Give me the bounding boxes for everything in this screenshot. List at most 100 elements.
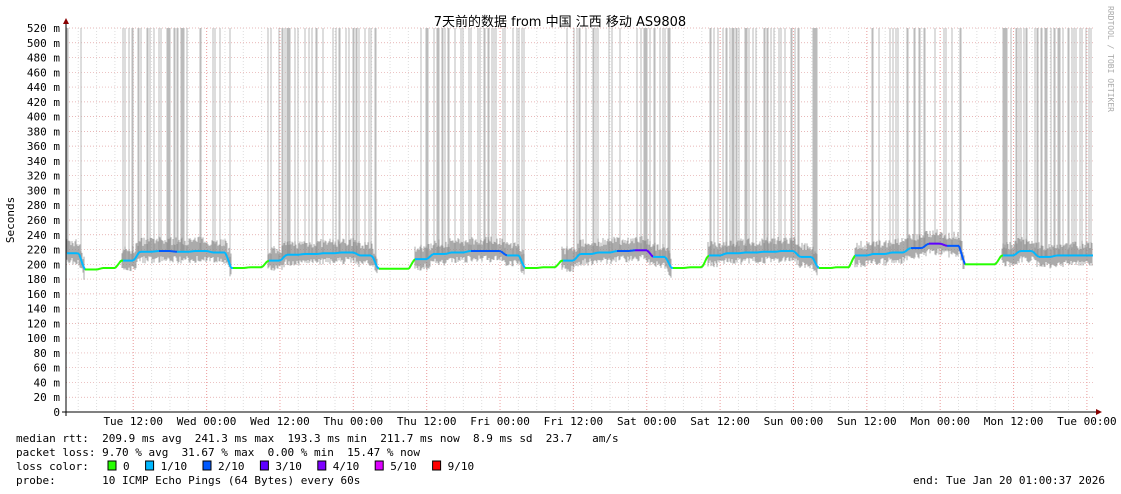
median-segment <box>592 252 596 255</box>
median-segment <box>446 252 450 255</box>
y-tick-label: 360 m <box>27 140 60 153</box>
median-segment <box>260 265 264 269</box>
legend-loss-color-label: loss color: <box>16 460 89 473</box>
median-segment <box>706 254 710 259</box>
median-segment <box>852 254 856 260</box>
median-segment <box>886 252 890 255</box>
median-segment <box>850 258 854 264</box>
x-tick-label: Wed 12:00 <box>250 415 310 428</box>
y-tick-label: 100 m <box>27 332 60 345</box>
median-line <box>67 242 1093 271</box>
median-segment <box>944 244 948 247</box>
median-segment <box>924 243 928 247</box>
x-tick-label: Sat 00:00 <box>617 415 677 428</box>
median-segment <box>650 254 654 258</box>
median-segment <box>958 245 962 253</box>
median-segment <box>796 253 800 257</box>
median-segment <box>572 258 576 262</box>
median-segment <box>648 251 652 256</box>
loss-color-item: 5/10 <box>374 460 417 473</box>
y-axis-arrow-icon <box>63 18 69 24</box>
y-tick-label: 160 m <box>27 288 60 301</box>
y-tick-label: 500 m <box>27 37 60 50</box>
y-tick-label: 480 m <box>27 52 60 65</box>
loss-color-swatch <box>107 460 117 471</box>
median-segment <box>554 264 558 269</box>
loss-color-item: 4/10 <box>317 460 360 473</box>
median-segment <box>356 253 360 257</box>
median-segment <box>1014 252 1018 256</box>
loss-color-swatch <box>317 460 327 471</box>
loss-color-item: 0 <box>107 460 130 473</box>
median-segment <box>666 259 670 265</box>
median-segment <box>370 254 374 258</box>
y-tick-label: 260 m <box>27 214 60 227</box>
median-segment <box>466 250 470 253</box>
x-tick-label: Tue 00:00 <box>1057 415 1117 428</box>
loss-color-label: 0 <box>123 460 130 473</box>
median-segment <box>448 251 452 255</box>
median-segment <box>926 242 930 246</box>
loss-color-label: 3/10 <box>275 460 302 473</box>
x-tick-label: Mon 12:00 <box>984 415 1044 428</box>
median-segment <box>1036 254 1040 258</box>
x-tick-label: Thu 00:00 <box>324 415 384 428</box>
y-axis-label: Seconds <box>4 197 17 243</box>
median-segment <box>412 258 416 263</box>
median-segment <box>1030 250 1034 253</box>
median-segment <box>266 259 270 263</box>
legend-end-time: end: Tue Jan 20 01:00:37 2026 <box>913 474 1105 487</box>
median-segment <box>848 262 852 268</box>
median-segment <box>78 253 82 260</box>
median-segment <box>264 260 268 265</box>
y-tick-label: 340 m <box>27 155 60 168</box>
median-segment <box>700 265 704 269</box>
median-segment <box>372 256 376 263</box>
chart-title: 7天前的数据 from 中国 江西 移动 AS9808 <box>434 14 686 30</box>
y-tick-label: 140 m <box>27 303 60 316</box>
median-segment <box>408 264 412 270</box>
median-segment <box>464 250 468 254</box>
median-segment <box>518 255 522 261</box>
median-segment <box>376 266 380 270</box>
median-segment <box>98 267 102 270</box>
median-segment <box>262 263 266 267</box>
median-segment <box>1052 254 1056 258</box>
median-segment <box>134 255 138 260</box>
median-segment <box>722 252 726 256</box>
median-segment <box>1034 253 1038 257</box>
y-tick-label: 0 <box>53 406 60 419</box>
y-tick-label: 320 m <box>27 170 60 183</box>
median-segment <box>942 243 946 247</box>
x-tick-label: Sun 00:00 <box>764 415 824 428</box>
median-segment <box>284 253 288 257</box>
median-segment <box>82 265 86 270</box>
median-segment <box>868 253 872 256</box>
median-segment <box>940 242 944 246</box>
median-segment <box>810 256 814 259</box>
median-segment <box>996 258 1000 263</box>
legend-probe: probe: 10 ICMP Echo Pings (64 Bytes) eve… <box>16 474 360 487</box>
median-segment <box>922 245 926 249</box>
median-segment <box>594 251 598 255</box>
x-tick-label: Sat 12:00 <box>690 415 750 428</box>
median-segment <box>646 249 650 253</box>
median-segment <box>578 253 582 256</box>
median-segment <box>136 251 140 257</box>
median-segment <box>558 260 562 264</box>
median-segment <box>904 249 908 253</box>
median-segment <box>280 257 284 261</box>
loss-color-item: 9/10 <box>432 460 474 473</box>
median-segment <box>118 260 122 264</box>
median-segment <box>430 253 434 257</box>
loss-color-item: 1/10 <box>145 460 187 473</box>
median-segment <box>1018 250 1022 253</box>
median-segment <box>794 251 798 255</box>
loss-color-label: 2/10 <box>218 460 245 473</box>
median-segment <box>504 253 508 257</box>
y-tick-label: 200 m <box>27 258 60 271</box>
median-segment <box>228 261 232 269</box>
loss-color-label: 4/10 <box>333 460 360 473</box>
